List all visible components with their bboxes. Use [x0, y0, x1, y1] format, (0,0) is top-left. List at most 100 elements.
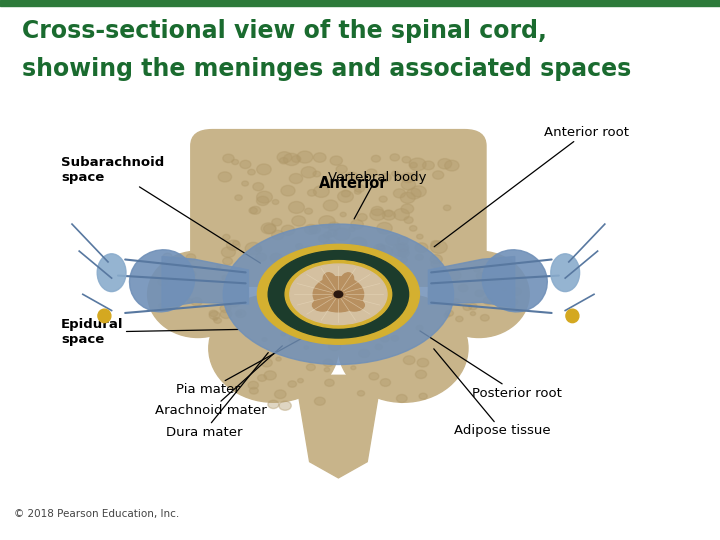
- Circle shape: [191, 298, 202, 306]
- Polygon shape: [428, 256, 515, 308]
- Circle shape: [431, 241, 447, 253]
- Circle shape: [284, 153, 300, 166]
- Circle shape: [158, 303, 163, 308]
- Circle shape: [222, 154, 234, 163]
- Circle shape: [372, 156, 380, 162]
- Circle shape: [485, 282, 490, 286]
- Circle shape: [210, 310, 217, 316]
- Circle shape: [370, 209, 385, 220]
- Circle shape: [345, 172, 359, 183]
- Circle shape: [390, 154, 400, 161]
- Circle shape: [296, 244, 302, 249]
- Circle shape: [357, 390, 364, 396]
- Circle shape: [369, 373, 379, 380]
- Circle shape: [235, 195, 242, 200]
- Circle shape: [242, 181, 248, 186]
- Circle shape: [264, 224, 276, 233]
- Circle shape: [264, 371, 276, 380]
- Circle shape: [438, 159, 451, 169]
- Circle shape: [248, 381, 258, 389]
- Text: Spinal cord: Spinal cord: [297, 288, 372, 301]
- Circle shape: [423, 161, 434, 170]
- Circle shape: [249, 387, 258, 394]
- Circle shape: [431, 241, 440, 247]
- Circle shape: [403, 356, 415, 364]
- Circle shape: [305, 225, 318, 234]
- Circle shape: [289, 201, 305, 213]
- Circle shape: [417, 359, 428, 367]
- Circle shape: [445, 160, 459, 171]
- Circle shape: [313, 253, 325, 262]
- Circle shape: [415, 254, 423, 260]
- Circle shape: [313, 153, 326, 163]
- Circle shape: [235, 310, 246, 318]
- Circle shape: [392, 171, 399, 177]
- Circle shape: [416, 326, 423, 330]
- Circle shape: [359, 349, 369, 357]
- Circle shape: [274, 390, 286, 399]
- Circle shape: [277, 152, 292, 163]
- Ellipse shape: [258, 244, 419, 345]
- Circle shape: [402, 173, 415, 183]
- Circle shape: [371, 326, 382, 334]
- Circle shape: [323, 232, 332, 238]
- Circle shape: [463, 304, 472, 310]
- Text: © 2018 Pearson Education, Inc.: © 2018 Pearson Education, Inc.: [14, 509, 180, 519]
- Circle shape: [297, 151, 313, 163]
- Circle shape: [217, 265, 221, 269]
- Circle shape: [270, 253, 282, 262]
- Circle shape: [384, 210, 393, 217]
- Circle shape: [213, 318, 217, 321]
- Text: Pia mater: Pia mater: [176, 336, 306, 396]
- Circle shape: [374, 245, 385, 253]
- Text: Vertebral body: Vertebral body: [328, 171, 426, 219]
- Circle shape: [394, 208, 410, 220]
- Ellipse shape: [98, 309, 111, 322]
- Circle shape: [281, 333, 286, 336]
- Circle shape: [307, 364, 315, 370]
- Circle shape: [324, 240, 336, 249]
- Circle shape: [233, 241, 239, 245]
- Circle shape: [303, 250, 310, 255]
- Circle shape: [268, 400, 279, 409]
- Text: Posterior root: Posterior root: [420, 331, 562, 400]
- Text: Anterior root: Anterior root: [434, 126, 629, 247]
- Circle shape: [187, 299, 192, 303]
- FancyArrowPatch shape: [431, 302, 552, 313]
- Circle shape: [377, 222, 392, 234]
- Circle shape: [214, 318, 222, 323]
- Circle shape: [456, 316, 463, 322]
- Circle shape: [210, 312, 220, 320]
- Ellipse shape: [223, 224, 454, 364]
- Circle shape: [314, 253, 324, 260]
- Circle shape: [450, 271, 461, 280]
- Circle shape: [328, 341, 341, 350]
- Circle shape: [325, 379, 334, 386]
- Circle shape: [375, 245, 392, 258]
- Circle shape: [377, 244, 384, 250]
- Circle shape: [261, 359, 272, 367]
- Circle shape: [380, 335, 389, 342]
- Circle shape: [379, 196, 387, 202]
- Circle shape: [304, 346, 308, 349]
- Circle shape: [233, 269, 239, 274]
- Circle shape: [261, 223, 276, 234]
- Ellipse shape: [312, 299, 333, 311]
- Circle shape: [375, 344, 382, 350]
- Circle shape: [309, 325, 322, 335]
- Circle shape: [371, 206, 383, 215]
- Text: Arachnoid mater: Arachnoid mater: [155, 346, 282, 417]
- Circle shape: [256, 196, 269, 206]
- Circle shape: [353, 247, 366, 256]
- Text: Adipose tissue: Adipose tissue: [433, 349, 550, 437]
- Circle shape: [333, 325, 341, 331]
- Circle shape: [158, 278, 168, 286]
- Circle shape: [218, 172, 232, 182]
- Circle shape: [419, 393, 427, 399]
- Circle shape: [222, 234, 230, 240]
- Circle shape: [502, 287, 507, 291]
- Circle shape: [469, 303, 477, 310]
- Circle shape: [415, 370, 426, 379]
- Circle shape: [380, 379, 390, 386]
- Circle shape: [444, 205, 451, 211]
